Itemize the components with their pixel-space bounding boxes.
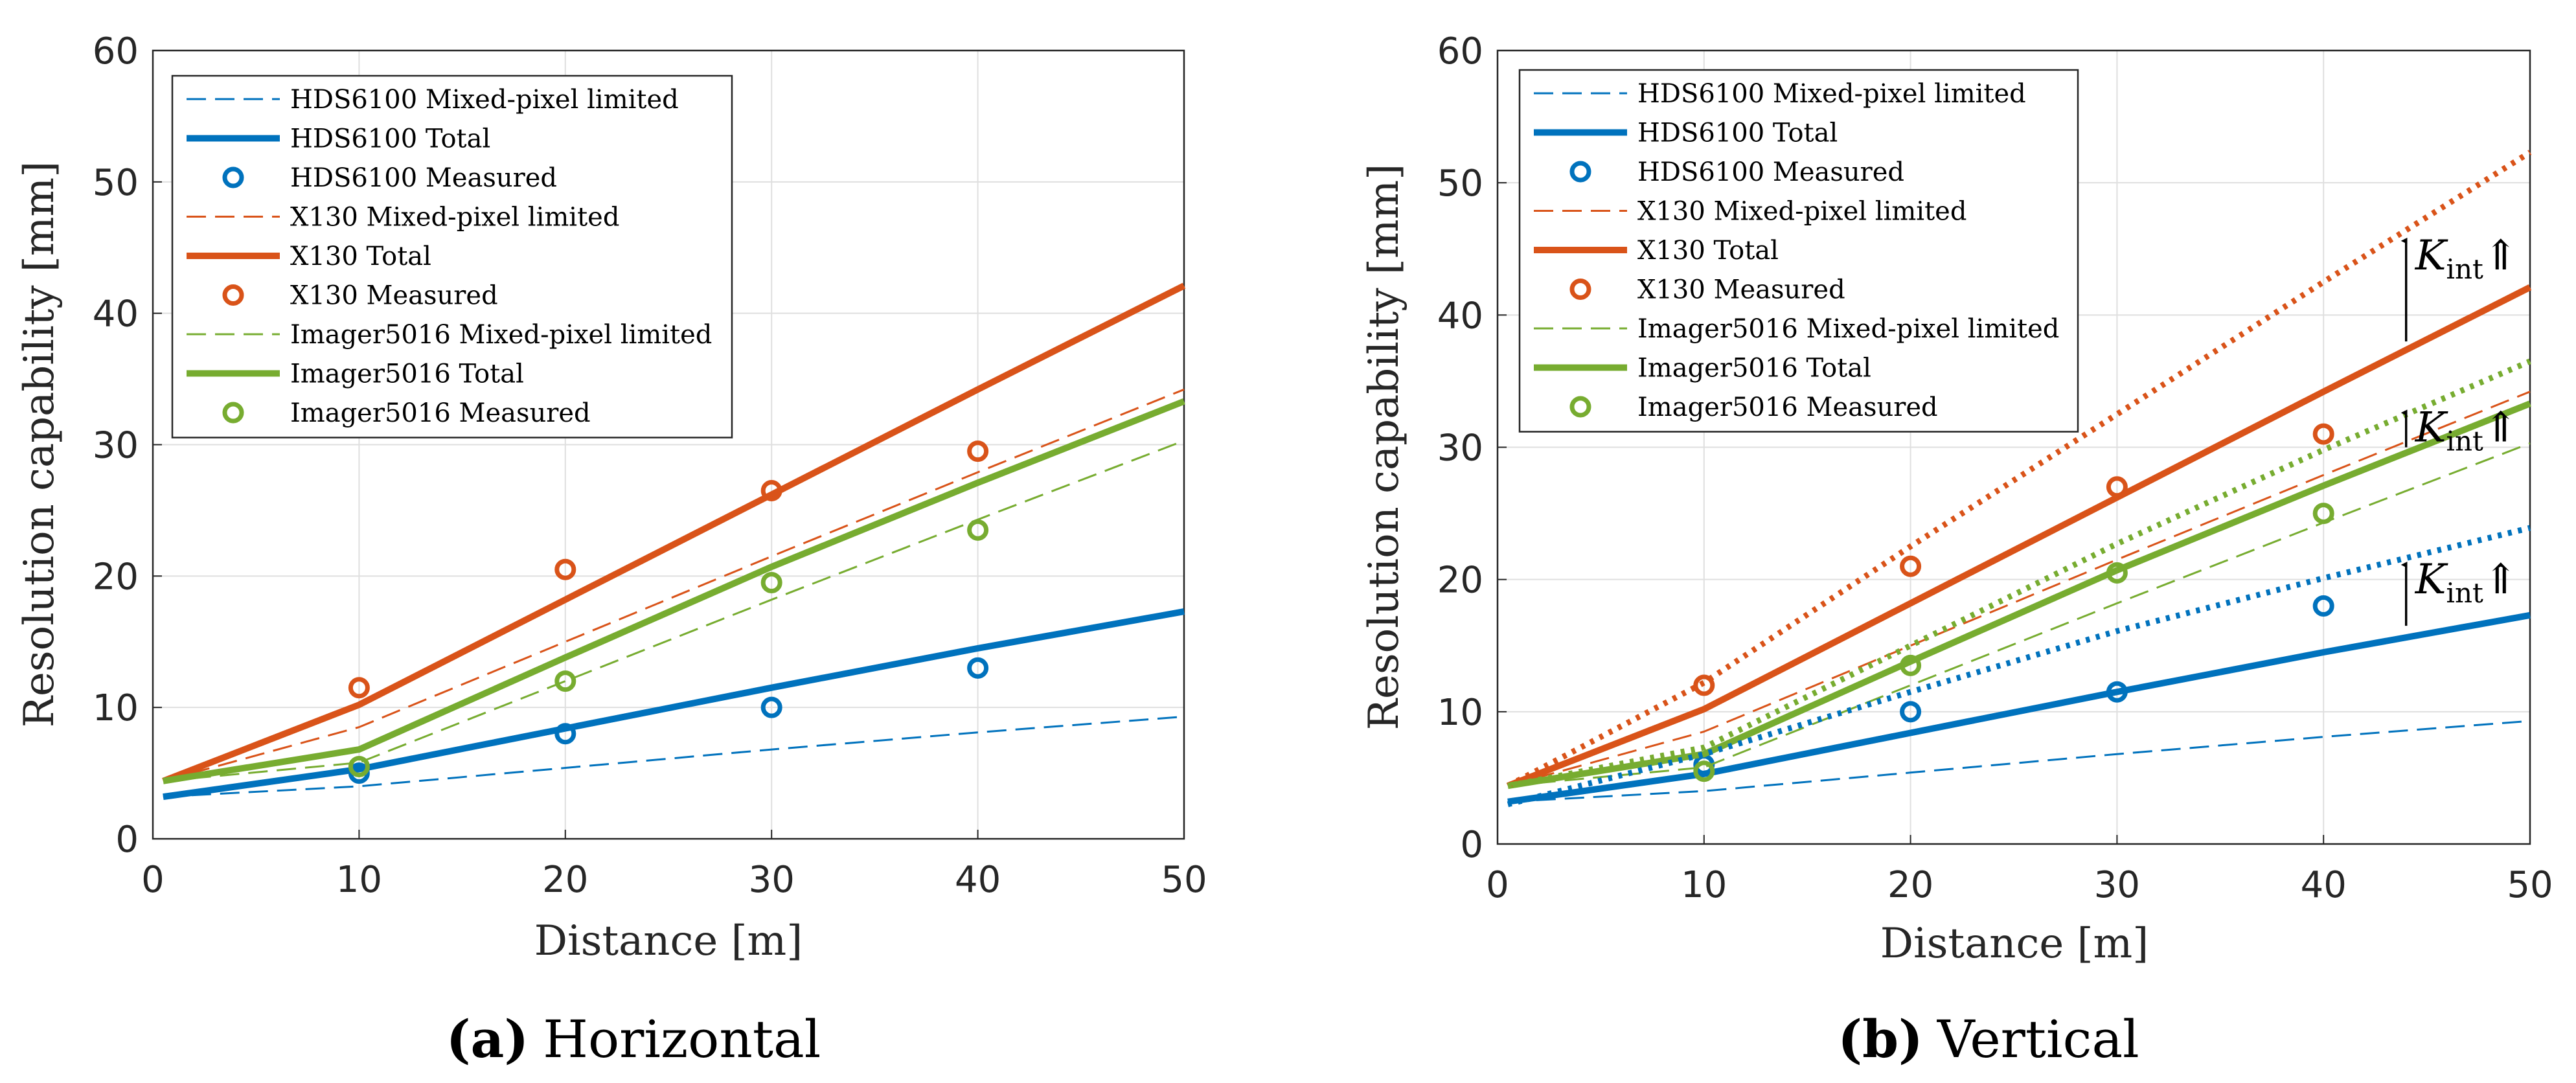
legend-label: X130 Mixed-pixel limited [290,203,619,233]
legend: HDS6100 Mixed-pixel limited HDS6100 Total… [1518,69,2079,433]
data-point [1900,654,1922,676]
data-point [967,657,989,679]
chart-vertical: 0 10 20 30 40 50 0 10 20 30 40 50 60 Kint⇑ Kint⇑ Kint⇑ H… [1360,30,2553,1069]
legend-marker [1569,396,1591,418]
legend-marker [1569,161,1591,183]
data-point [2106,681,2128,703]
legend-marker [1569,279,1591,300]
y-tick-label: 20 [93,556,139,598]
legend-label: Imager5016 Measured [1637,393,1938,422]
legend-label: Imager5016 Total [290,359,524,389]
legend-marker [222,284,244,306]
series-line [1507,358,2531,789]
data-point [1900,555,1922,577]
x-axis-label: Distance [m] [534,917,803,965]
legend-label: Imager5016 Mixed-pixel limited [290,320,712,350]
legend-label: Imager5016 Total [1637,354,1871,383]
series-line [1507,611,2531,805]
y-tick-label: 40 [93,293,139,336]
legend-label: HDS6100 Mixed-pixel limited [1637,79,2026,109]
series-line [1506,150,2532,789]
legend-marker [222,166,244,188]
data-point [554,670,576,692]
y-tick-label: 10 [93,687,139,729]
data-point [2106,562,2128,584]
x-tick-label: 30 [749,859,795,901]
x-tick-label: 20 [542,859,588,901]
k-int-annotation: Kint⇑ [2415,556,2518,609]
data-point [2312,595,2334,617]
data-point [760,571,782,593]
legend-label: X130 Measured [1637,275,1845,305]
data-point [1693,760,1715,782]
data-point [554,558,576,580]
legend-label: X130 Measured [290,281,498,311]
legend-label: Imager5016 Mixed-pixel limited [1637,314,2059,344]
chart-horizontal: 0 10 20 30 40 50 0 10 20 30 40 50 60 HDS6100 Mixed-pi… [16,30,1207,1069]
legend-label: X130 Total [290,242,431,271]
y-tick-label: 50 [93,162,139,204]
data-point [348,755,370,777]
y-tick-label: 10 [1437,692,1483,734]
legend-label: X130 Mixed-pixel limited [1637,197,1966,227]
data-point [967,440,989,462]
data-point [1693,674,1715,696]
y-axis-label: Resolution capability [mm] [1360,164,1408,730]
x-tick-label: 20 [1887,864,1933,906]
legend-label: HDS6100 Mixed-pixel limited [290,85,679,115]
data-point [760,696,782,718]
y-tick-label: 20 [1437,560,1483,602]
x-tick-label: 30 [2094,864,2140,906]
axes-frame [1496,49,2531,845]
subfigure-caption: (b) Vertical [1838,1009,2139,1069]
x-axis-label: Distance [m] [1880,920,2149,968]
y-tick-label: 0 [115,819,139,861]
x-tick-label: 10 [1681,864,1727,906]
x-tick-label: 50 [2507,864,2553,906]
k-int-annotation: Kint⇑ [2415,232,2518,285]
legend-label: Imager5016 Measured [290,398,591,428]
series-line [1507,284,2532,789]
x-tick-label: 50 [1161,859,1207,901]
legend-label: HDS6100 Measured [1637,157,1904,187]
legend-label: X130 Total [1637,236,1779,266]
legend-label: HDS6100 Total [1637,119,1838,148]
data-point [2312,423,2334,445]
x-tick-label: 40 [2301,864,2347,906]
y-tick-label: 30 [93,425,139,467]
axes-frame [152,49,1185,840]
legend-label: HDS6100 Total [290,124,490,154]
y-tick-label: 0 [1460,824,1483,866]
series-line [163,608,1185,801]
x-tick-label: 40 [955,859,1001,901]
k-int-annotation: Kint⇑ [2415,404,2518,457]
legend-marker [222,402,244,424]
y-tick-label: 50 [1437,163,1483,205]
series-line [163,439,1185,782]
data-point [967,519,989,541]
y-tick-label: 60 [93,30,139,73]
data-point [2312,503,2334,525]
x-tick-label: 10 [336,859,382,901]
y-tick-label: 60 [1437,30,1483,73]
x-tick-label: 0 [1486,864,1509,906]
series-line [162,282,1186,784]
data-point [760,479,782,501]
legend: HDS6100 Mixed-pixel limited HDS6100 Total… [171,74,733,439]
data-point [348,677,370,699]
series-line [163,398,1185,784]
series-line [1507,525,2531,808]
y-axis-label: Resolution capability [mm] [16,161,63,727]
data-point [554,723,576,745]
y-tick-label: 40 [1437,295,1483,337]
series-line [1507,400,2531,790]
legend-label: HDS6100 Measured [290,163,557,193]
series-line [1507,442,2531,787]
data-point [1900,701,1922,723]
data-point [2106,476,2128,498]
y-tick-label: 30 [1437,428,1483,470]
subfigure-caption: (a) Horizontal [446,1009,821,1069]
x-tick-label: 0 [141,859,165,901]
